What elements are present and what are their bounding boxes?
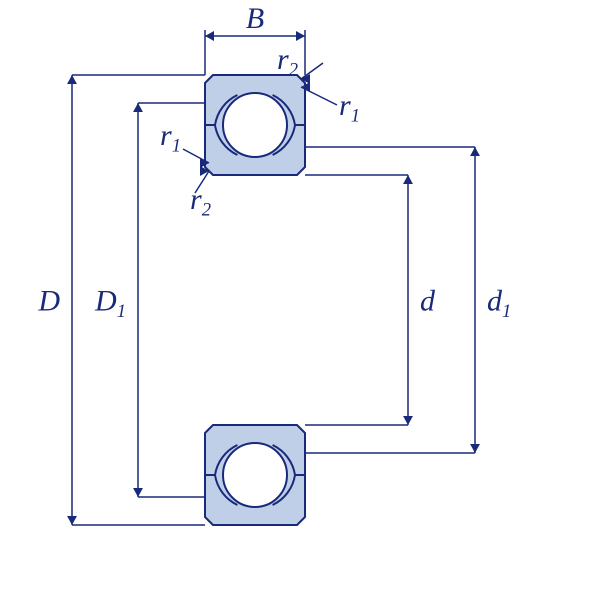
bearing-diagram: BDD1dd1r2r1r1r2 — [0, 0, 600, 600]
dim-label: d — [420, 285, 436, 318]
dim-label: r2 — [190, 183, 211, 221]
dim-label: r2 — [277, 43, 298, 81]
ball — [223, 93, 287, 157]
dim-label: r1 — [160, 119, 181, 157]
dim-label: r1 — [339, 89, 360, 127]
dim-label: D — [37, 285, 60, 318]
dim-label: D1 — [94, 285, 126, 323]
ball — [223, 443, 287, 507]
dim-label: d1 — [487, 285, 511, 323]
dim-label: B — [246, 2, 264, 35]
